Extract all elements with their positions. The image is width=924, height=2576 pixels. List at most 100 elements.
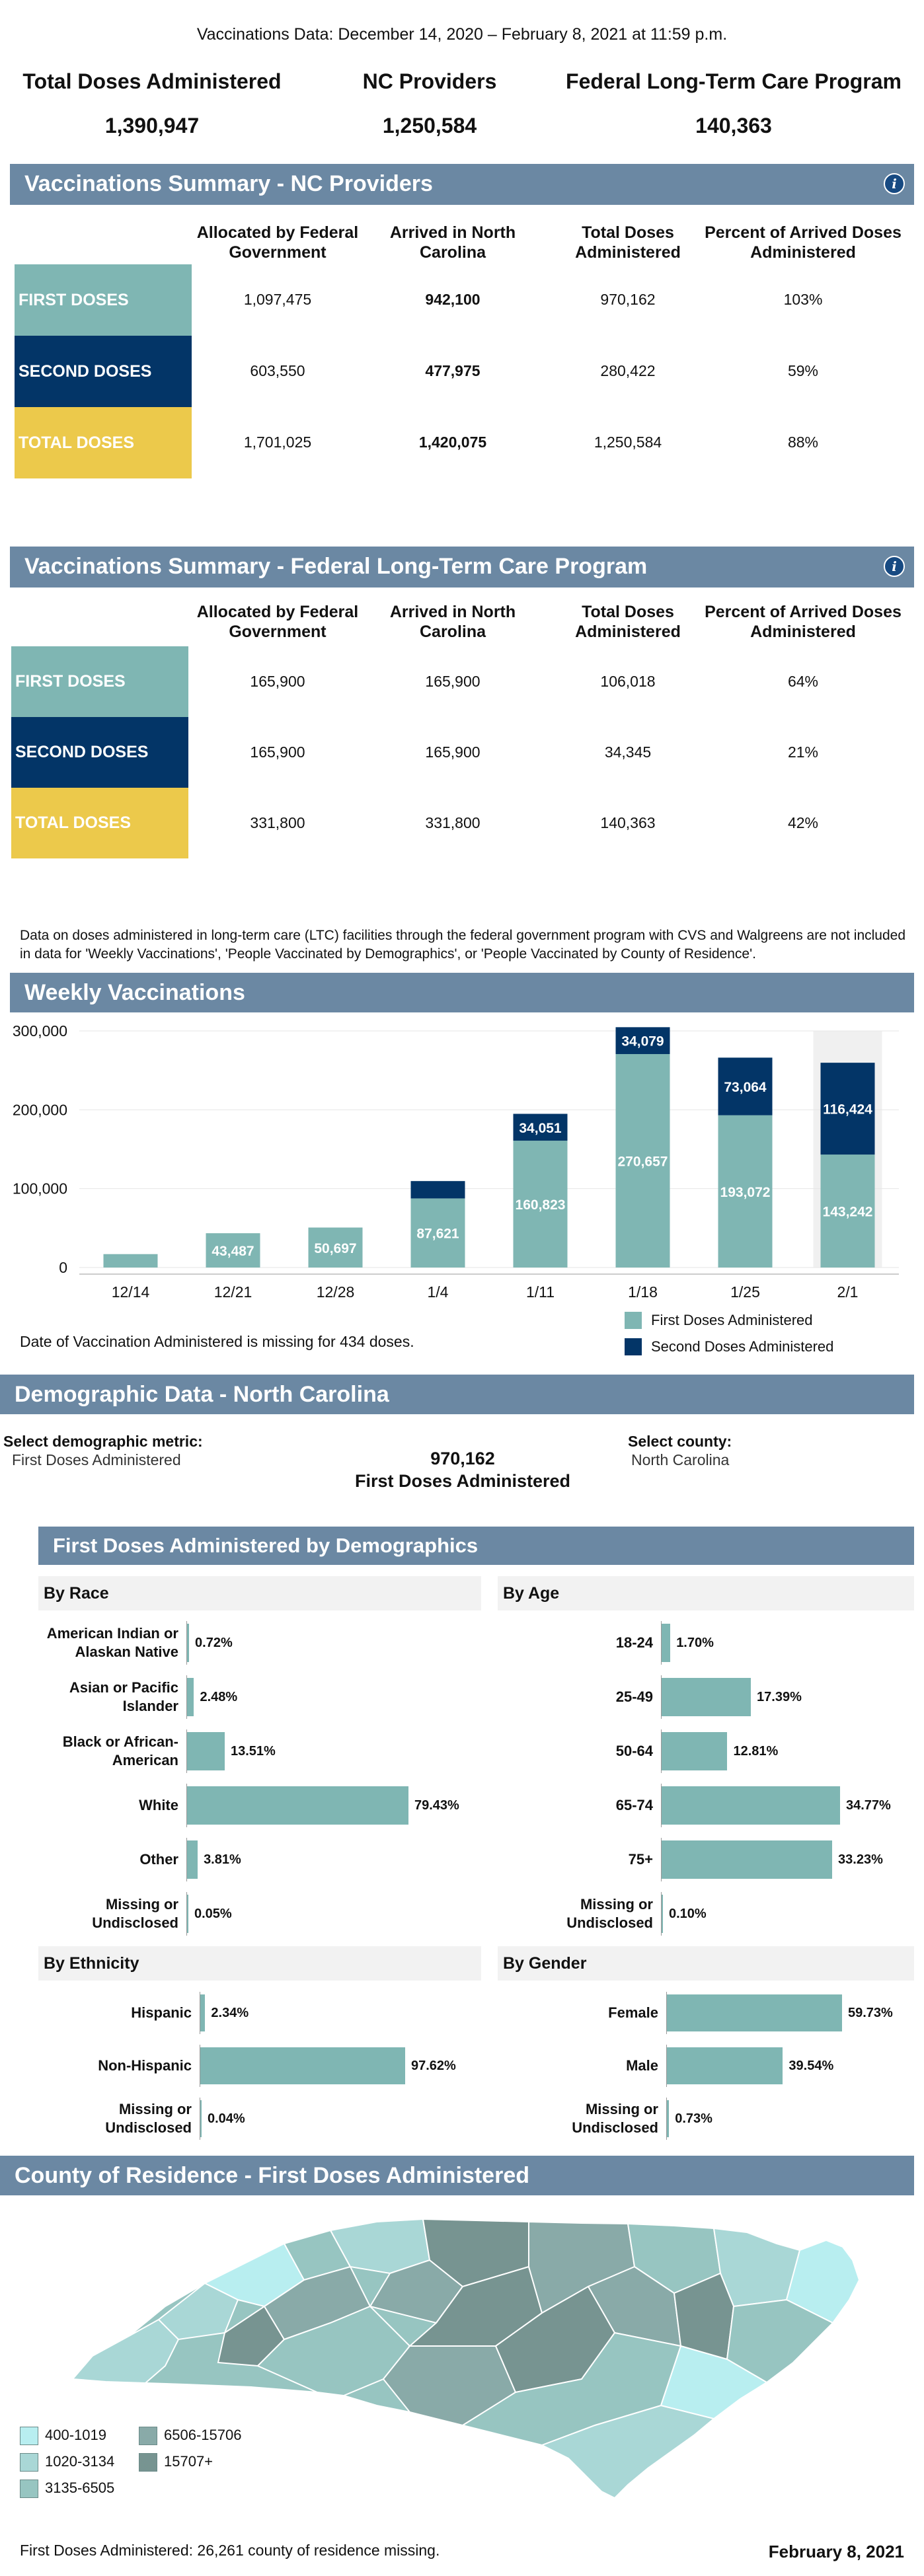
x-tick-label: 12/21 bbox=[214, 1283, 252, 1301]
gender-label: Male bbox=[626, 2057, 658, 2074]
age-bar[interactable] bbox=[662, 1678, 751, 1716]
bar-first-doses[interactable] bbox=[615, 1054, 670, 1268]
bar-first-doses[interactable] bbox=[513, 1141, 568, 1268]
ethnicity-bar[interactable] bbox=[200, 1994, 206, 2031]
race-bar[interactable] bbox=[187, 1678, 194, 1716]
bar-data-label: 34,079 bbox=[621, 1034, 664, 1049]
nc-county-map[interactable] bbox=[66, 2207, 872, 2505]
ltc-cell: 106,018 bbox=[600, 672, 656, 690]
bar-first-doses[interactable] bbox=[308, 1227, 363, 1268]
nc-col-percent: Percent of Arrived Doses Administered bbox=[705, 223, 902, 262]
bar-second-doses[interactable] bbox=[513, 1114, 568, 1141]
county-region[interactable] bbox=[540, 2404, 716, 2499]
age-section-title: By Age bbox=[498, 1576, 914, 1610]
age-bar[interactable] bbox=[662, 1786, 840, 1825]
bar-first-doses[interactable] bbox=[103, 1254, 158, 1268]
bar-first-doses[interactable] bbox=[820, 1155, 875, 1268]
gender-label: Female bbox=[608, 2004, 658, 2021]
bar-first-doses[interactable] bbox=[410, 1198, 465, 1268]
race-axis bbox=[186, 1621, 187, 1665]
gender-label: Missing or Undisclosed bbox=[572, 2101, 658, 2136]
race-label: Missing or Undisclosed bbox=[92, 1896, 178, 1931]
age-label: Missing or Undisclosed bbox=[566, 1896, 653, 1931]
nc-cell: 103% bbox=[783, 291, 823, 308]
bar-second-doses[interactable] bbox=[718, 1057, 773, 1116]
race-value: 13.51% bbox=[230, 1744, 276, 1759]
ethnicity-value: 97.62% bbox=[411, 2059, 456, 2073]
county-region[interactable] bbox=[157, 2282, 239, 2341]
nc-col-administered: Total Doses Administered bbox=[575, 223, 681, 262]
ltc-cell: 331,800 bbox=[250, 814, 305, 831]
race-section-title: By Race bbox=[38, 1576, 481, 1610]
age-bar[interactable] bbox=[662, 1895, 663, 1933]
race-axis bbox=[186, 1892, 187, 1936]
legend-first-label: First Doses Administered bbox=[651, 1312, 813, 1328]
map-legend-swatch bbox=[20, 2480, 38, 2498]
gender-bar[interactable] bbox=[667, 2100, 670, 2137]
ltc-cell: 42% bbox=[787, 814, 819, 831]
age-bar[interactable] bbox=[662, 1840, 833, 1879]
ltc-summary-title: Vaccinations Summary - Federal Long-Term… bbox=[24, 554, 648, 579]
ethnicity-bar[interactable] bbox=[200, 2047, 405, 2084]
bar-data-label: 50,697 bbox=[314, 1241, 356, 1256]
race-label: Other bbox=[139, 1851, 178, 1868]
age-axis bbox=[661, 1784, 662, 1827]
age-label: 65-74 bbox=[615, 1797, 653, 1813]
bar-second-doses[interactable] bbox=[615, 1027, 670, 1055]
age-axis bbox=[661, 1621, 662, 1665]
ethnicity-label: Hispanic bbox=[131, 2004, 192, 2021]
nc-cell: 59% bbox=[787, 362, 819, 379]
metric-select[interactable]: First Doses Administered bbox=[12, 1451, 181, 1468]
race-value: 0.05% bbox=[194, 1907, 232, 1921]
info-icon[interactable]: i bbox=[884, 556, 905, 577]
age-label: 25-49 bbox=[615, 1688, 653, 1705]
ltc-col-administered: Total Doses Administered bbox=[575, 603, 681, 641]
race-value: 2.48% bbox=[200, 1690, 238, 1704]
ltc-cell: 140,363 bbox=[600, 814, 656, 831]
ltc-row-label: FIRST DOSES bbox=[11, 646, 188, 717]
ltc-cell: 64% bbox=[787, 672, 819, 690]
ltc-cell: 331,800 bbox=[425, 814, 481, 831]
race-bar[interactable] bbox=[187, 1624, 190, 1662]
race-axis bbox=[186, 1675, 187, 1719]
race-bar[interactable] bbox=[187, 1895, 188, 1933]
ethnicity-value: 2.34% bbox=[211, 2006, 249, 2020]
legend-first-swatch bbox=[625, 1312, 642, 1329]
ltc-row-label: SECOND DOSES bbox=[11, 717, 188, 788]
nc-cell: 1,701,025 bbox=[243, 434, 312, 451]
race-bar[interactable] bbox=[187, 1786, 408, 1825]
bar-first-doses[interactable] bbox=[718, 1115, 773, 1268]
race-bar[interactable] bbox=[187, 1840, 198, 1879]
race-value: 0.72% bbox=[195, 1636, 233, 1650]
x-tick-label: 1/4 bbox=[428, 1283, 449, 1301]
gender-bar[interactable] bbox=[667, 2047, 783, 2084]
ltc-cell: 165,900 bbox=[425, 672, 481, 690]
demographic-center-caption: First Doses Administered bbox=[354, 1471, 571, 1491]
ltc-summary-header: Vaccinations Summary - Federal Long-Term… bbox=[10, 547, 914, 587]
county-select[interactable]: North Carolina bbox=[631, 1451, 730, 1468]
gender-axis bbox=[666, 2045, 667, 2087]
bar-second-doses[interactable] bbox=[410, 1181, 465, 1199]
ltc-col-percent: Percent of Arrived Doses Administered bbox=[705, 603, 902, 641]
age-bar[interactable] bbox=[662, 1624, 671, 1662]
ltc-cell: 165,900 bbox=[425, 743, 481, 761]
ltc-col-arrived: Arrived in North Carolina bbox=[389, 603, 516, 641]
bar-data-label: 270,657 bbox=[618, 1155, 668, 1170]
race-bar[interactable] bbox=[187, 1732, 225, 1770]
x-tick-label: 12/28 bbox=[317, 1283, 355, 1301]
info-icon[interactable]: i bbox=[884, 173, 905, 194]
race-axis bbox=[186, 1729, 187, 1773]
nc-cell: 1,420,075 bbox=[418, 434, 487, 451]
x-tick-label: 1/11 bbox=[526, 1283, 555, 1301]
y-tick-label: 300,000 bbox=[13, 1022, 67, 1040]
map-legend-label: 1020-3134 bbox=[45, 2453, 115, 2470]
gender-bar[interactable] bbox=[667, 1994, 842, 2031]
bar-second-doses[interactable] bbox=[820, 1063, 875, 1155]
bar-first-doses[interactable] bbox=[206, 1233, 260, 1268]
age-axis bbox=[661, 1838, 662, 1881]
map-legend-label: 3135-6505 bbox=[45, 2480, 115, 2496]
ethnicity-bar[interactable] bbox=[200, 2100, 202, 2137]
age-bar[interactable] bbox=[662, 1732, 728, 1770]
ltc-cell: 21% bbox=[787, 743, 819, 761]
demographic-center-value: 970,162 bbox=[430, 1449, 495, 1468]
